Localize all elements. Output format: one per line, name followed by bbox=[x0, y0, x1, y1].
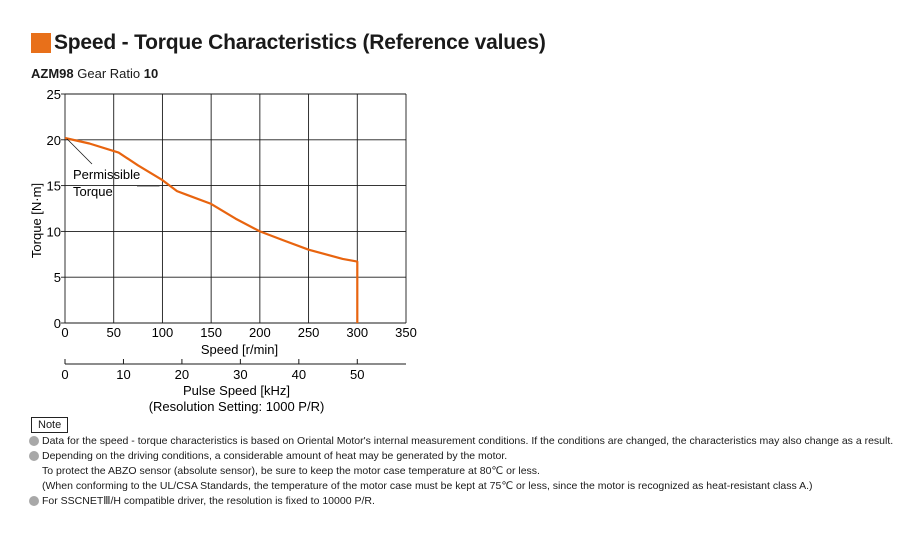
y-tick-label: 10 bbox=[47, 224, 61, 239]
y-tick-label: 20 bbox=[47, 133, 61, 148]
secondary-tick-label: 30 bbox=[233, 367, 247, 382]
torque-curve bbox=[64, 136, 359, 323]
y-tick-label: 0 bbox=[54, 316, 61, 331]
page-title: Speed - Torque Characteristics (Referenc… bbox=[54, 31, 546, 54]
annotation-label: Permissible bbox=[73, 167, 140, 182]
bullet-icon bbox=[29, 496, 39, 506]
y-tick-label: 25 bbox=[47, 87, 61, 102]
notes-list: Data for the speed - torque characterist… bbox=[29, 434, 914, 509]
x-tick-label: 350 bbox=[395, 325, 417, 340]
note-item: Data for the speed - torque characterist… bbox=[29, 434, 914, 449]
gear-ratio-value: 10 bbox=[143, 66, 159, 81]
title-row: Speed - Torque Characteristics (Referenc… bbox=[31, 30, 546, 56]
annotation-leader bbox=[66, 138, 93, 165]
x-axis-label: Speed [r/min] bbox=[201, 342, 278, 357]
note-item: Depending on the driving conditions, a c… bbox=[29, 449, 914, 464]
secondary-tick-label: 10 bbox=[116, 367, 130, 382]
secondary-tick-label: 0 bbox=[61, 367, 68, 382]
note-subtext: To protect the ABZO sensor (absolute sen… bbox=[42, 465, 540, 477]
x-tick-label: 150 bbox=[200, 325, 222, 340]
gear-ratio-label: Gear Ratio bbox=[77, 66, 141, 81]
x-tick-label: 50 bbox=[106, 325, 120, 340]
note-label: Note bbox=[31, 417, 69, 433]
note-item: For SSCNETⅢ/H compatible driver, the res… bbox=[29, 494, 914, 509]
secondary-axis-label: Pulse Speed [kHz] bbox=[183, 383, 290, 398]
x-tick-label: 250 bbox=[298, 325, 320, 340]
y-tick-label: 15 bbox=[47, 179, 61, 194]
bullet-icon bbox=[29, 436, 39, 446]
secondary-axis-label-2: (Resolution Setting: 1000 P/R) bbox=[149, 399, 325, 414]
note-text: For SSCNETⅢ/H compatible driver, the res… bbox=[42, 495, 375, 507]
x-tick-label: 100 bbox=[152, 325, 174, 340]
title-square-icon bbox=[31, 33, 51, 53]
secondary-tick-label: 50 bbox=[350, 367, 364, 382]
x-tick-label: 0 bbox=[61, 325, 68, 340]
note-subtext: (When conforming to the UL/CSA Standards… bbox=[42, 480, 813, 492]
chart-subtitle: AZM98 Gear Ratio 10 bbox=[31, 66, 158, 81]
bullet-icon bbox=[29, 451, 39, 461]
x-tick-label: 200 bbox=[249, 325, 271, 340]
y-axis-label: Torque [N·m] bbox=[29, 183, 44, 258]
secondary-tick-label: 20 bbox=[175, 367, 189, 382]
note-text: Data for the speed - torque characterist… bbox=[42, 435, 894, 447]
model-name: AZM98 bbox=[31, 66, 74, 81]
annotation-label-2: Torque bbox=[73, 184, 113, 199]
y-tick-label: 5 bbox=[54, 270, 61, 285]
note-text: Depending on the driving conditions, a c… bbox=[42, 450, 508, 462]
secondary-tick-label: 40 bbox=[292, 367, 306, 382]
x-tick-label: 300 bbox=[346, 325, 368, 340]
